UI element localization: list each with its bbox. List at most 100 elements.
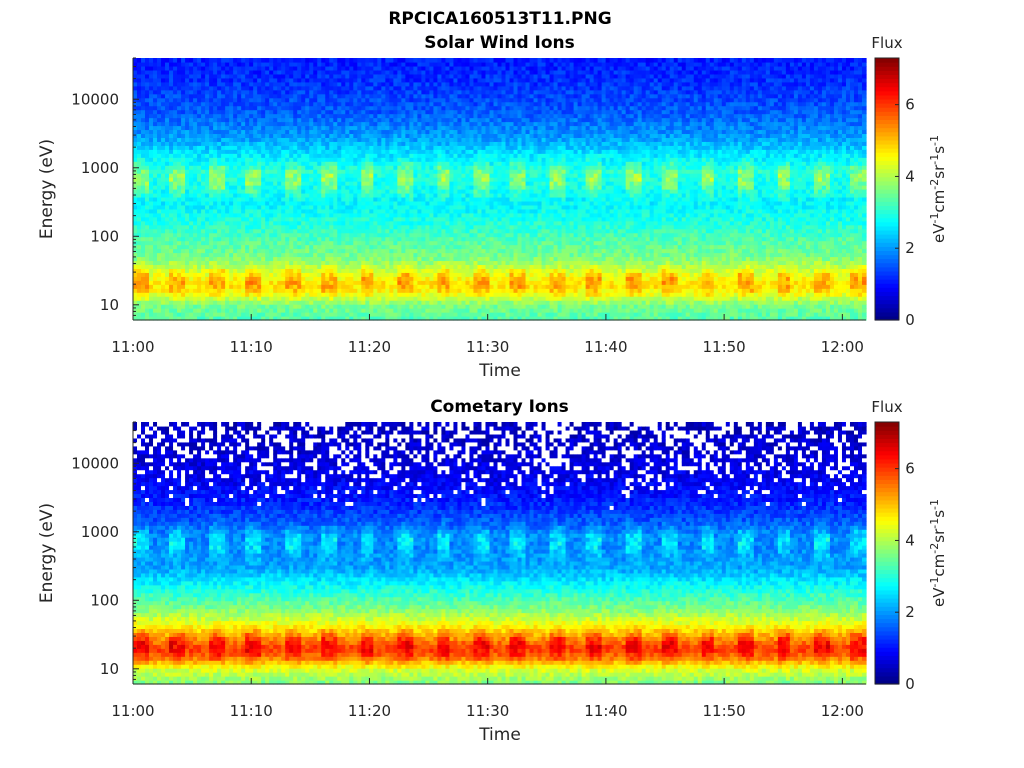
- heatmap-cell: [293, 105, 298, 111]
- heatmap-cell: [321, 121, 326, 127]
- heatmap-cell: [177, 137, 182, 142]
- heatmap-cell: [169, 109, 174, 115]
- heatmap-cell: [201, 304, 206, 309]
- heatmap-cell: [337, 181, 342, 186]
- heatmap-cell: [329, 77, 334, 83]
- heatmap-cell: [297, 137, 302, 142]
- heatmap-cell: [177, 61, 182, 67]
- heatmap-cell: [301, 220, 306, 226]
- heatmap-cell: [313, 312, 318, 317]
- heatmap-cell: [217, 189, 222, 194]
- heatmap-cell: [369, 236, 374, 242]
- heatmap-cell: [297, 149, 302, 154]
- heatmap-cell: [149, 97, 154, 103]
- heatmap-cell: [341, 161, 346, 166]
- heatmap-cell: [237, 81, 242, 87]
- heatmap-cell: [321, 300, 326, 305]
- heatmap-cell: [377, 121, 382, 127]
- heatmap-cell: [265, 268, 270, 273]
- heatmap-cell: [213, 276, 218, 281]
- heatmap-cell: [173, 228, 178, 234]
- heatmap-cell: [261, 228, 266, 234]
- heatmap-cell: [353, 58, 358, 63]
- heatmap-cell: [145, 208, 150, 214]
- heatmap-cell: [365, 288, 370, 293]
- heatmap-cell: [205, 141, 210, 146]
- heatmap-cell: [149, 220, 154, 226]
- heatmap-cell: [305, 89, 310, 95]
- heatmap-cell: [277, 161, 282, 166]
- heatmap-cell: [413, 161, 418, 166]
- heatmap-cell: [417, 169, 422, 174]
- heatmap-cell: [417, 304, 422, 309]
- heatmap-cell: [409, 316, 414, 321]
- heatmap-cell: [149, 204, 154, 210]
- heatmap-cell: [137, 129, 142, 135]
- heatmap-cell: [261, 161, 266, 166]
- heatmap-cell: [333, 288, 338, 293]
- heatmap-cell: [277, 216, 282, 222]
- heatmap-cell: [353, 272, 358, 277]
- heatmap-cell: [277, 169, 282, 174]
- heatmap-cell: [417, 77, 422, 83]
- heatmap-cell: [285, 169, 290, 174]
- heatmap-cell: [381, 93, 386, 99]
- heatmap-cell: [357, 153, 362, 158]
- heatmap-cell: [273, 117, 278, 123]
- heatmap-cell: [317, 276, 322, 281]
- heatmap-cell: [241, 153, 246, 158]
- heatmap-cell: [145, 81, 150, 87]
- heatmap-cell: [189, 232, 194, 238]
- heatmap-cell: [297, 109, 302, 115]
- heatmap-cell: [173, 256, 178, 262]
- heatmap-cell: [397, 228, 402, 234]
- heatmap-cell: [361, 161, 366, 166]
- heatmap-cell: [277, 204, 282, 210]
- heatmap-cell: [281, 165, 286, 170]
- heatmap-cell: [309, 149, 314, 154]
- heatmap-cell: [389, 73, 394, 79]
- heatmap-cell: [337, 89, 342, 95]
- heatmap-cell: [141, 192, 146, 198]
- heatmap-cell: [273, 312, 278, 317]
- heatmap-cell: [185, 244, 190, 250]
- heatmap-cell: [397, 224, 402, 230]
- heatmap-cell: [197, 97, 202, 103]
- heatmap-cell: [153, 97, 158, 103]
- heatmap-cell: [333, 276, 338, 281]
- heatmap-cell: [261, 65, 266, 71]
- heatmap-cell: [297, 252, 302, 258]
- heatmap-cell: [321, 153, 326, 158]
- heatmap-cell: [281, 248, 286, 254]
- heatmap-cell: [417, 228, 422, 234]
- heatmap-cell: [177, 85, 182, 91]
- heatmap-cell: [345, 316, 350, 321]
- heatmap-cell: [369, 272, 374, 277]
- heatmap-cell: [325, 69, 330, 75]
- heatmap-cell: [261, 113, 266, 119]
- heatmap-cell: [349, 256, 354, 262]
- heatmap-cell: [197, 248, 202, 254]
- heatmap-cell: [405, 204, 410, 210]
- heatmap-cell: [405, 117, 410, 123]
- heatmap-cell: [229, 93, 234, 99]
- heatmap-cell: [185, 280, 190, 285]
- heatmap-cell: [401, 93, 406, 99]
- heatmap-cell: [345, 153, 350, 158]
- heatmap-cell: [337, 192, 342, 198]
- heatmap-cell: [193, 125, 198, 131]
- heatmap-cell: [253, 248, 258, 254]
- heatmap-cell: [329, 224, 334, 230]
- heatmap-cell: [137, 272, 142, 277]
- heatmap-cell: [429, 300, 435, 305]
- heatmap-cell: [137, 204, 142, 210]
- heatmap-cell: [253, 260, 258, 266]
- heatmap-cell: [253, 316, 258, 321]
- heatmap-cell: [409, 308, 414, 313]
- heatmap-cell: [161, 200, 166, 206]
- heatmap-cell: [321, 125, 326, 131]
- heatmap-cell: [185, 69, 190, 75]
- heatmap-cell: [221, 224, 226, 230]
- heatmap-cell: [353, 113, 358, 119]
- heatmap-cell: [245, 177, 250, 182]
